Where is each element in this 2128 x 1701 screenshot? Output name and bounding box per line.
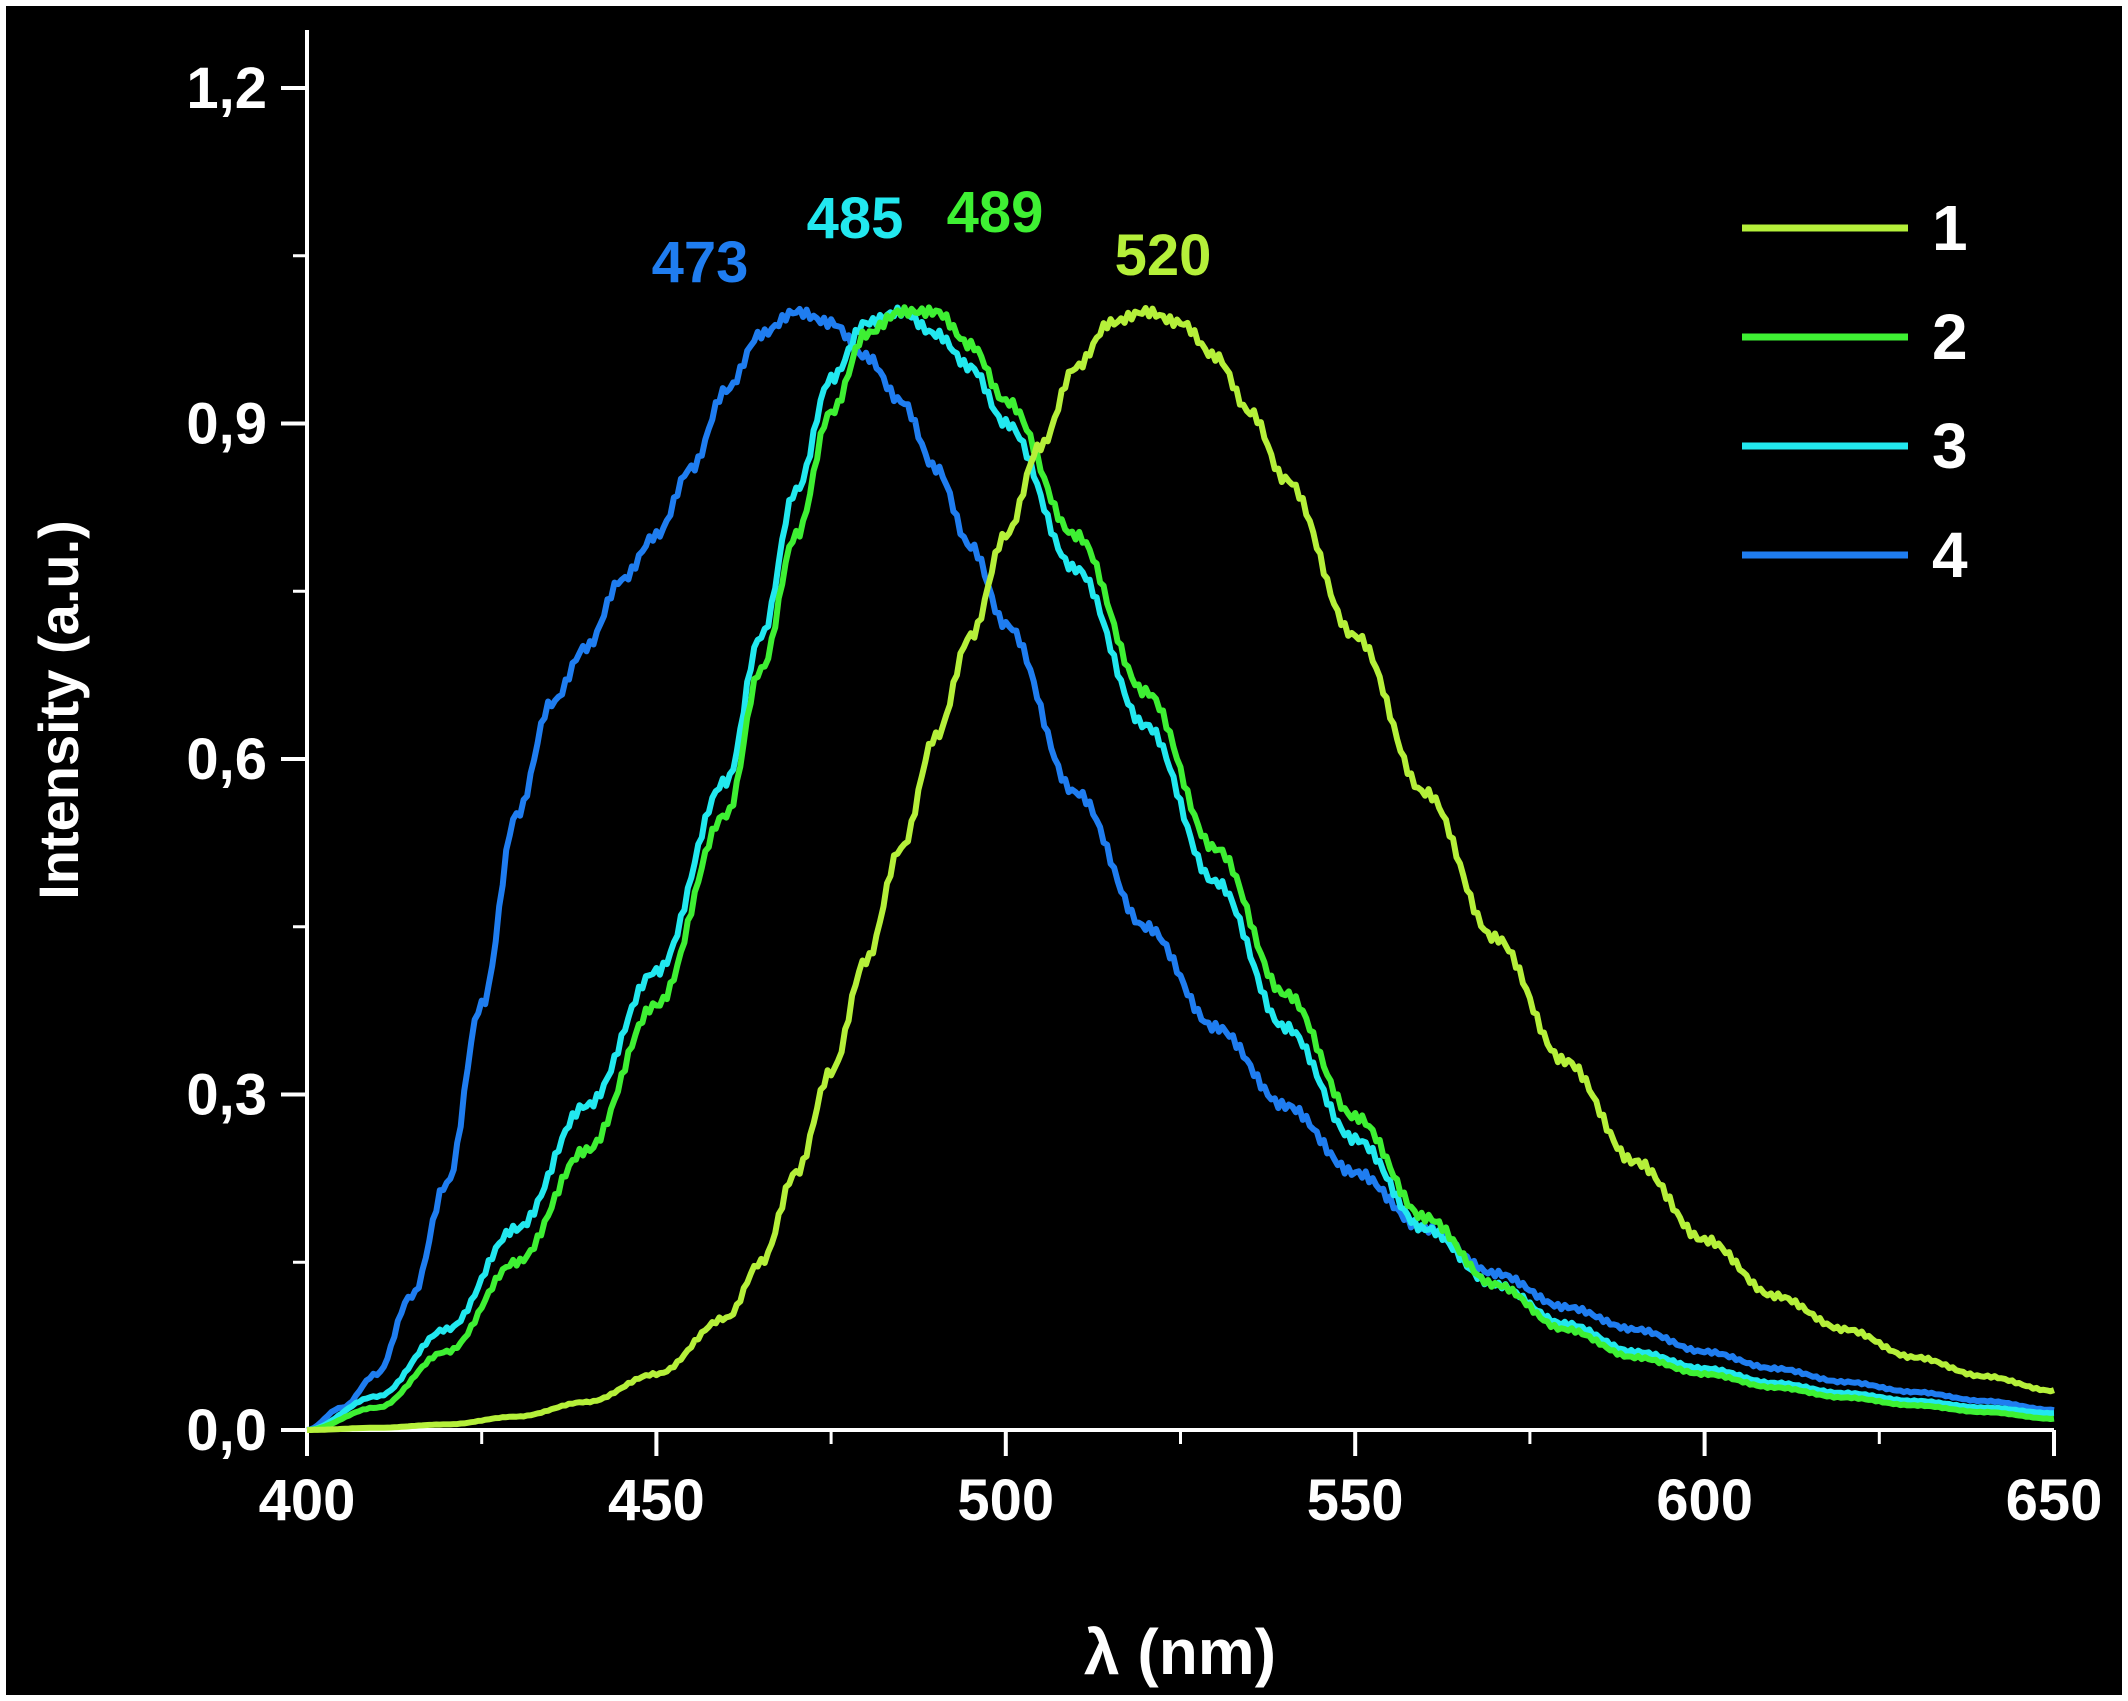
peak-label-4: 473	[652, 230, 749, 295]
legend: 1 2 3 4	[1742, 192, 1968, 591]
x-tick-label: 450	[608, 1468, 705, 1533]
peak-label-2: 489	[947, 180, 1044, 245]
peak-label-3: 485	[807, 186, 904, 251]
peak-label-1: 520	[1115, 223, 1212, 288]
legend-label-3: 3	[1932, 410, 1968, 482]
series-line-4	[306, 305, 2055, 1433]
y-tick-label: 1,2	[186, 56, 267, 121]
y-tick-label: 0,3	[186, 1063, 267, 1128]
legend-label-1: 1	[1932, 192, 1968, 264]
y-tick-label: 0,0	[186, 1398, 267, 1463]
legend-label-2: 2	[1932, 301, 1968, 373]
series-line-3	[306, 304, 2055, 1433]
x-tick-label: 600	[1656, 1468, 1753, 1533]
x-tick-label: 650	[2006, 1468, 2103, 1533]
axes: 400 450 500 550 600 650 0,0 0,3 0,6 0,9 1,2	[186, 30, 2102, 1533]
series-line-2	[306, 304, 2055, 1433]
y-tick-label: 0,6	[186, 727, 267, 792]
x-tick-label: 500	[957, 1468, 1054, 1533]
series-layer	[306, 304, 2055, 1433]
legend-label-4: 4	[1932, 519, 1968, 591]
x-tick-label: 400	[259, 1468, 356, 1533]
x-axis-label: λ (nm)	[1084, 1616, 1276, 1688]
series-line-1	[307, 305, 2055, 1433]
y-tick-label: 0,9	[186, 392, 267, 457]
y-axis-label: Intensity (a.u.)	[27, 520, 90, 900]
x-tick-label: 550	[1307, 1468, 1404, 1533]
peak-labels: 520 489 485 473	[652, 180, 1212, 295]
